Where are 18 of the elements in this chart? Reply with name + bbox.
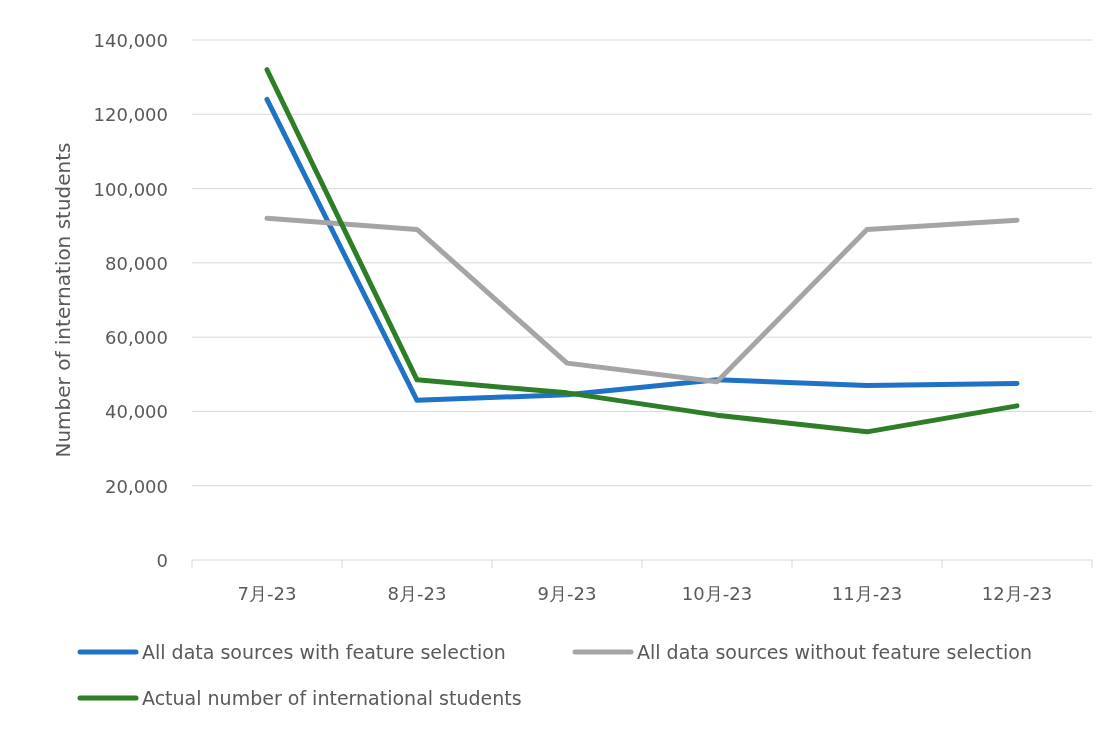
- y-tick-label: 100,000: [93, 178, 168, 200]
- x-tick-label: 7月-23: [237, 583, 297, 604]
- x-tick-label: 12月-23: [981, 583, 1053, 604]
- x-tick-label: 11月-23: [831, 583, 903, 604]
- y-tick-label: 120,000: [93, 104, 168, 126]
- y-tick-label: 60,000: [105, 327, 168, 349]
- y-tick-label: 0: [156, 550, 168, 571]
- legend-label: All data sources without feature selection: [637, 641, 1032, 663]
- y-tick-label: 140,000: [93, 30, 168, 51]
- y-axis-title: Number of internation students: [51, 142, 75, 458]
- legend-label: Actual number of international students: [142, 687, 522, 709]
- x-tick-label: 9月-23: [537, 583, 597, 604]
- y-tick-label: 20,000: [105, 475, 168, 497]
- y-tick-label: 40,000: [105, 401, 168, 423]
- legend-label: All data sources with feature selection: [142, 641, 506, 663]
- x-tick-label: 10月-23: [681, 583, 753, 604]
- y-tick-label: 80,000: [105, 252, 168, 274]
- x-tick-label: 8月-23: [387, 583, 447, 604]
